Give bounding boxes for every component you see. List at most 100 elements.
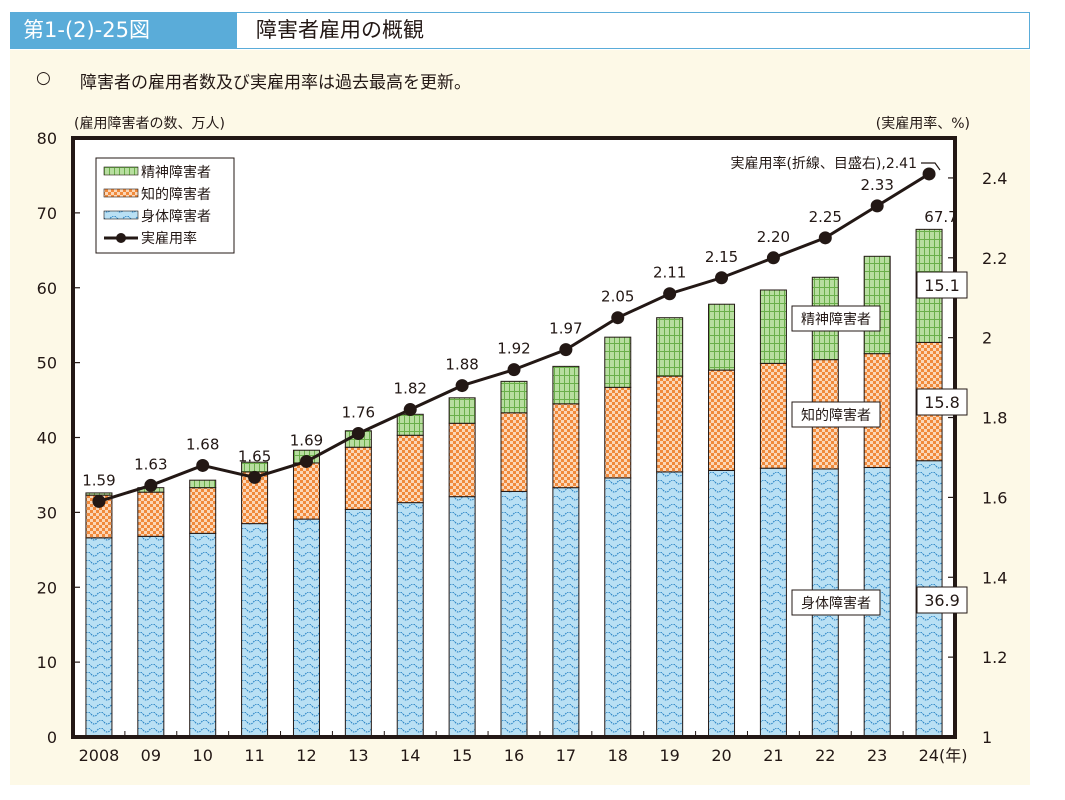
rate-marker (351, 427, 365, 441)
y2-tick-label: 2.2 (982, 249, 1007, 268)
svg-text:精神障害者: 精神障害者 (801, 312, 871, 328)
x-tick-label: 22 (815, 746, 835, 765)
rate-value-label: 1.63 (134, 455, 167, 473)
rate-value-label: 1.97 (549, 320, 582, 338)
rate-marker (299, 454, 313, 468)
bar-seishin (500, 380, 528, 414)
legend-swatch-chiteki (103, 188, 139, 198)
rate-value-label: 2.33 (860, 176, 893, 194)
x-tick-label: 11 (244, 746, 264, 765)
bar-chiteki (137, 491, 165, 537)
series-label-chiteki: 知的障害者 (791, 401, 881, 428)
rate-value-label: 2.25 (809, 208, 842, 226)
rate-value-label: 1.69 (290, 431, 323, 449)
bar-seishin (656, 317, 684, 377)
bar-shintai (552, 487, 580, 738)
x-tick-label: 12 (296, 746, 316, 765)
last-rate-arrow (921, 162, 941, 171)
bar-chiteki (448, 422, 476, 498)
bar-seishin (448, 397, 476, 424)
bar-chiteki (189, 487, 217, 534)
rate-marker (559, 343, 573, 357)
series-label-shintai: 身体障害者 (791, 589, 881, 616)
x-tick-label: 17 (556, 746, 576, 765)
rate-marker (507, 363, 521, 377)
y-tick-label: 30 (37, 503, 57, 522)
rate-value-label: 2.20 (757, 228, 790, 246)
x-tick-label: 20 (711, 746, 731, 765)
y2-tick-label: 2 (982, 329, 992, 348)
bar-chiteki (292, 462, 320, 520)
x-tick-label: 18 (608, 746, 628, 765)
bar-shintai (448, 496, 476, 738)
plot-border (71, 136, 957, 739)
x-tick-label: 2008 (79, 746, 120, 765)
rate-marker (766, 251, 780, 265)
bar-shintai (396, 502, 424, 738)
svg-text:身体障害者: 身体障害者 (801, 596, 871, 612)
x-tick-label: 23 (867, 746, 887, 765)
bar-seishin (552, 365, 580, 405)
rate-value-label: 2.11 (653, 264, 686, 282)
rate-value-label: 1.59 (82, 471, 115, 489)
y-tick-label: 80 (37, 129, 57, 148)
bullet-circle-icon: ○ (36, 68, 51, 88)
bar-seishin (759, 289, 787, 364)
total-2024-label: 67.7 (924, 208, 957, 226)
legend: 精神障害者 知的障害者 身体障害者 実雇用率 (95, 157, 235, 254)
y-tick-label: 10 (37, 653, 57, 672)
rate-value-label: 1.92 (497, 340, 530, 358)
bar-chiteki (396, 434, 424, 504)
legend-label-rate: 実雇用率 (141, 230, 197, 247)
y2-tick-label: 1.4 (982, 568, 1007, 587)
y-axis-label: (雇用障害者の数、万人) (74, 115, 225, 132)
bar-shintai (656, 471, 684, 738)
bar-seishin (85, 492, 113, 496)
callout-seishin-2024: 15.1 (916, 271, 968, 299)
legend-swatch-shintai (103, 210, 139, 220)
bar-seishin (863, 255, 891, 355)
rate-value-label: 2.05 (601, 288, 634, 306)
rate-marker (144, 478, 158, 492)
y-tick-label: 70 (37, 204, 57, 223)
rate-marker (92, 494, 106, 508)
y-tick-label: 60 (37, 279, 57, 298)
rate-value-label: 1.82 (394, 380, 427, 398)
x-tick-label: 19 (659, 746, 679, 765)
x-tick-label: 10 (193, 746, 213, 765)
rate-value-label: 2.15 (705, 248, 738, 266)
rate-marker (196, 458, 210, 472)
rate-marker (611, 311, 625, 325)
bar-chiteki (344, 446, 372, 510)
callout-shintai-2024: 36.9 (916, 586, 968, 614)
y2-axis-label: (実雇用率、%) (876, 115, 970, 132)
bar-seishin (604, 336, 632, 388)
annotation-last-rate: 実雇用率(折線、目盛右),2.41 (730, 155, 941, 172)
bar-shintai (292, 518, 320, 738)
chiteki-2024-value: 15.8 (924, 393, 960, 412)
rate-value-label: 1.76 (342, 404, 375, 422)
bar-shintai (759, 467, 787, 738)
lead-text: 障害者の雇用者数及び実雇用率は過去最高を更新。 (80, 73, 471, 93)
y2-tick-label: 1.8 (982, 409, 1007, 428)
bar-chiteki (656, 375, 684, 473)
shintai-2024-value: 36.9 (924, 591, 960, 610)
x-tick-label: 14 (400, 746, 420, 765)
x-tick-label: 16 (504, 746, 524, 765)
rate-marker (248, 470, 262, 484)
x-tick-label: 13 (348, 746, 368, 765)
series-label-seishin: 精神障害者 (791, 305, 881, 332)
y2-tick-label: 1 (982, 728, 992, 747)
rate-marker (715, 271, 729, 285)
rate-marker (663, 287, 677, 301)
y2-tick-label: 1.6 (982, 488, 1007, 507)
bar-seishin (189, 479, 217, 489)
legend-label-chiteki: 知的障害者 (141, 186, 211, 203)
rate-marker (922, 167, 936, 181)
bar-shintai (344, 508, 372, 738)
x-tick-label: 15 (452, 746, 472, 765)
figure-number: 第1-(2)-25図 (11, 13, 237, 48)
legend-label-shintai: 身体障害者 (141, 209, 211, 225)
bar-shintai (137, 535, 165, 738)
